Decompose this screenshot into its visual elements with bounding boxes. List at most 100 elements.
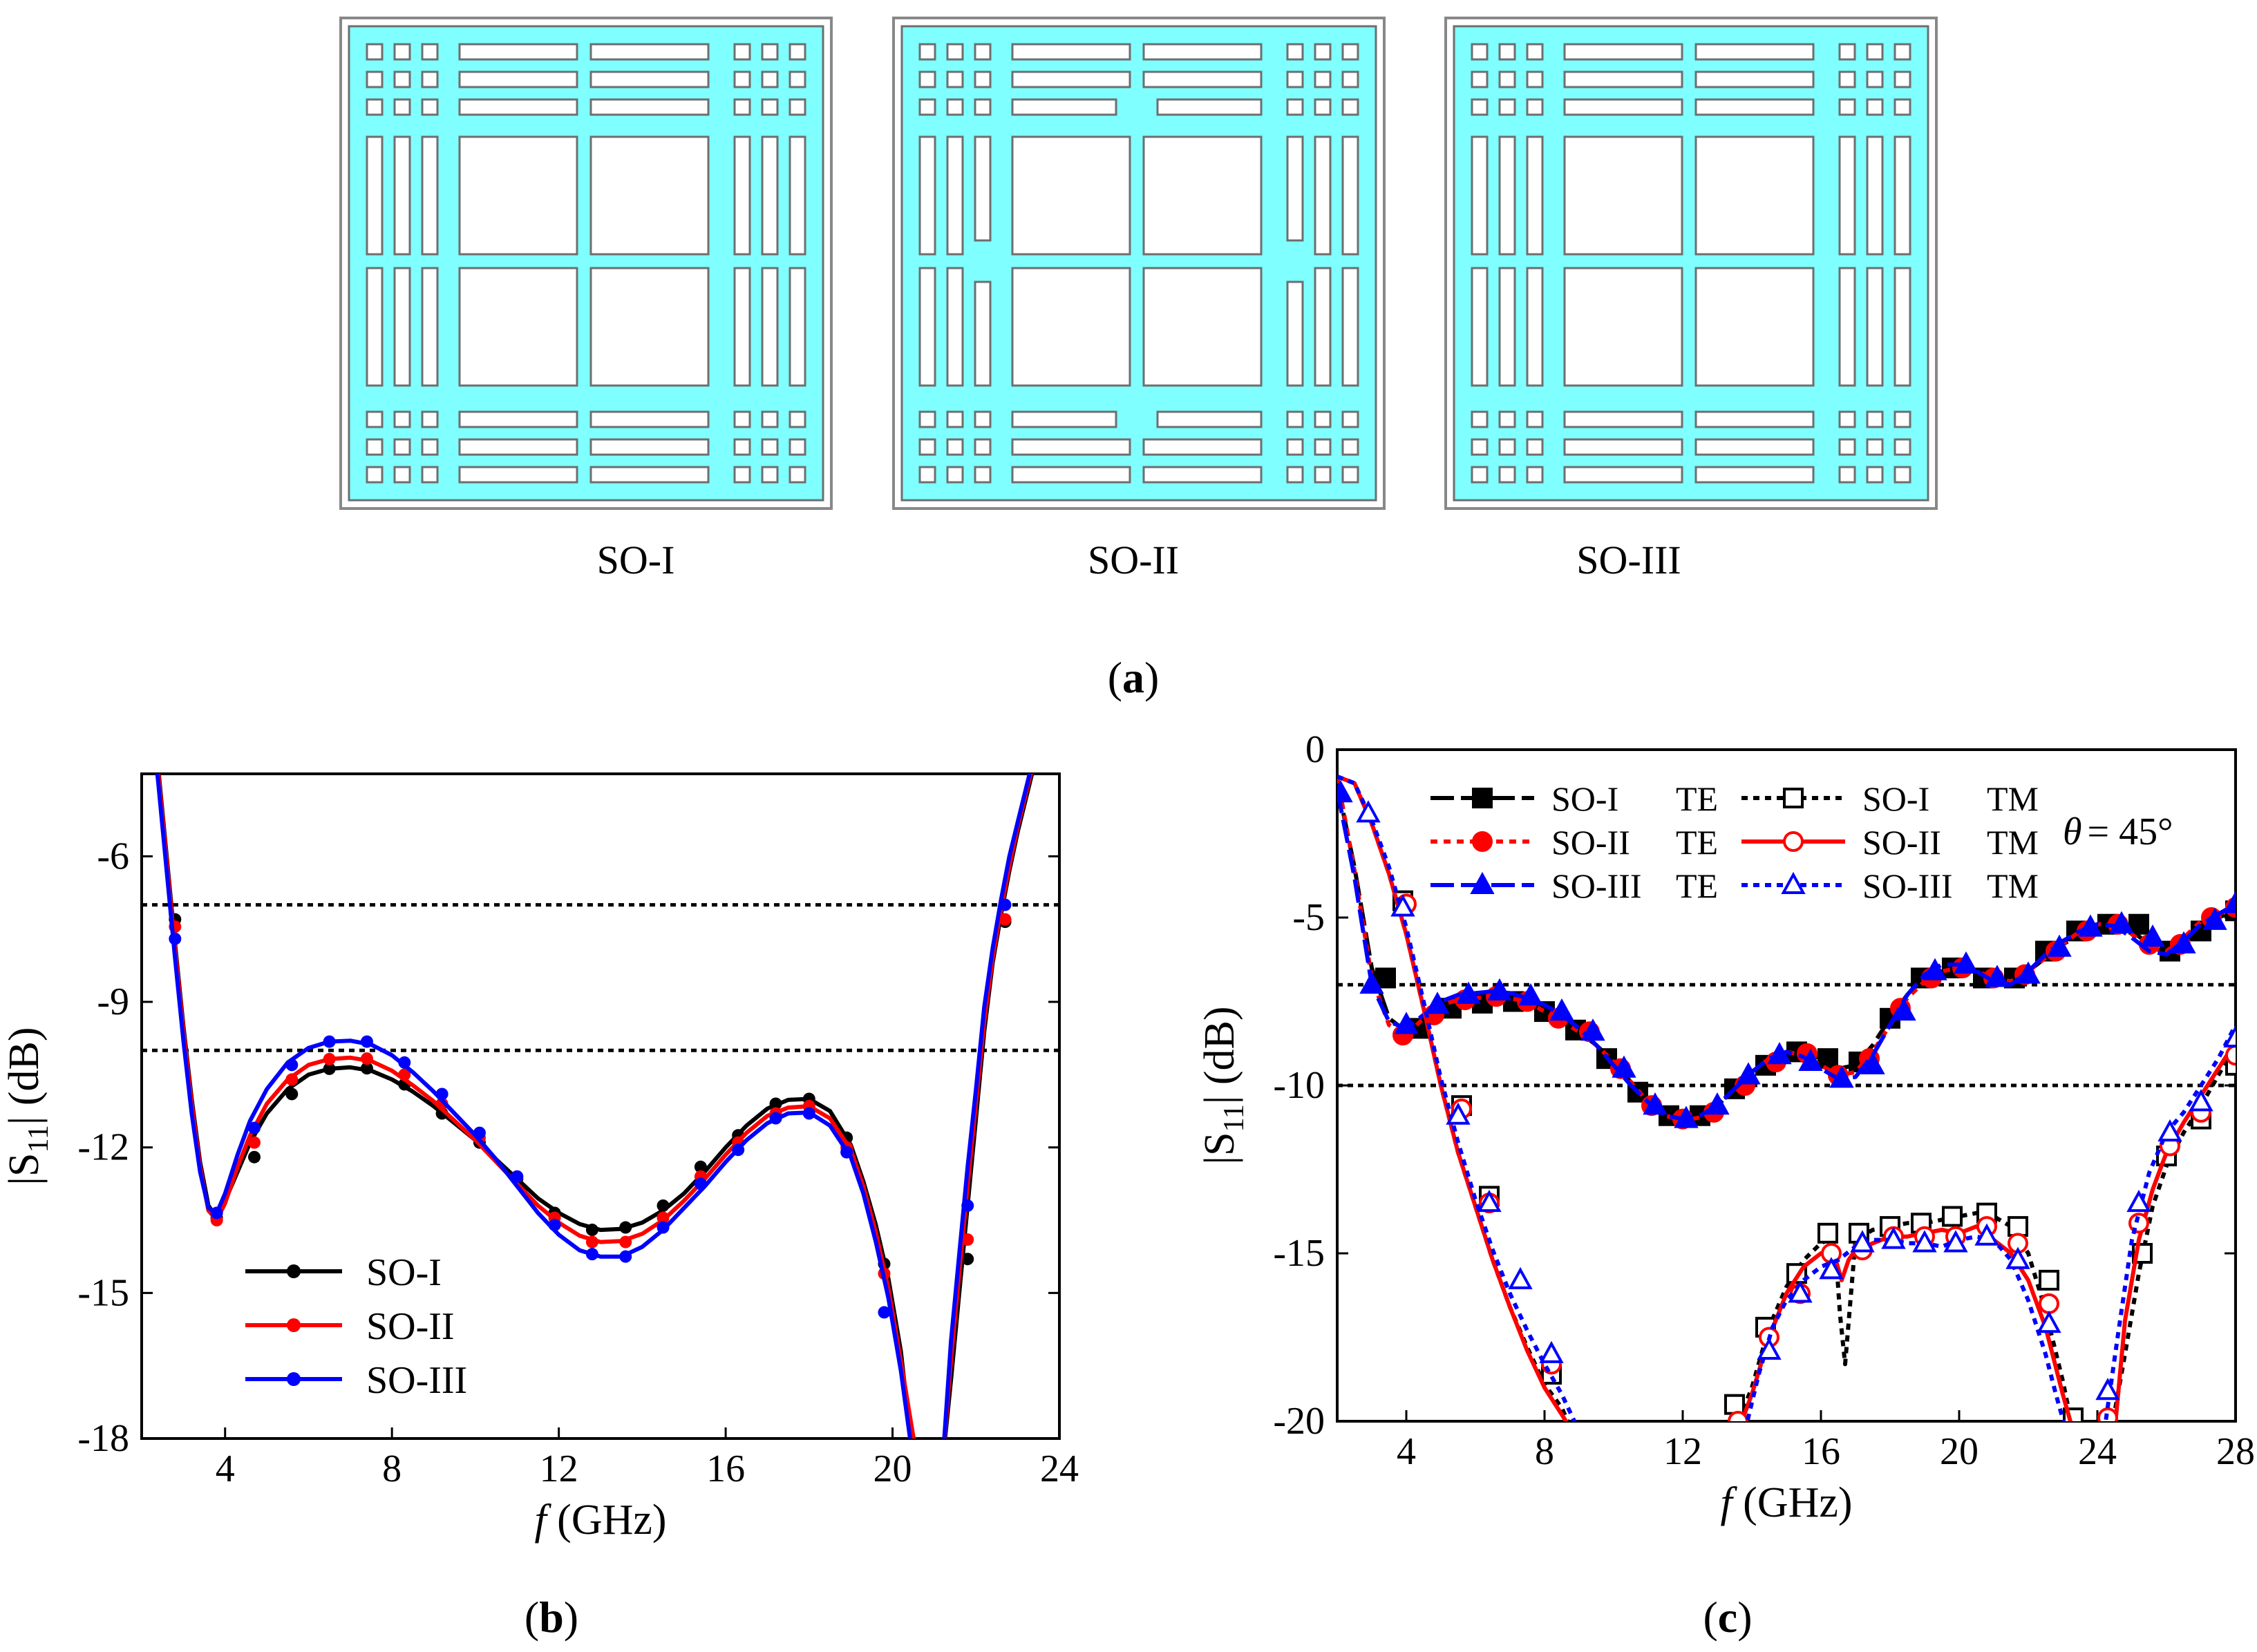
unit-cell-slot [1866,70,1884,88]
unit-cell-slot [589,267,710,387]
unit-cell-slot [788,135,806,256]
y-axis-label: |S11| (dB) [1,1027,55,1186]
unit-cell-slot [589,43,710,61]
panel-c-caption-close: ) [1737,1593,1752,1642]
unit-cell-slot [1341,410,1359,428]
unit-cell-slot [393,267,411,387]
unit-cell-slot [393,98,411,116]
data-point-so-iii-tm [1881,1226,1906,1249]
x-tick-label: 8 [382,1447,402,1490]
series-rise-so-iii [942,774,1032,1439]
legend-label-mode: TM [1987,823,2039,862]
unit-cell-slot [733,438,751,456]
unit-cell-slot [458,267,578,387]
unit-cell-slot [733,43,751,61]
data-point-so-iii [323,1035,336,1048]
data-point-so-ii [961,1233,974,1246]
unit-cell-slot [458,410,578,428]
data-point-so-iii-tm [1477,1189,1502,1213]
legend-label: SO-III TE [1551,866,1718,905]
unit-cell-slot [1286,438,1304,456]
y-tick-label: 0 [1305,728,1325,771]
unit-cell-slot [1866,410,1884,428]
unit-cell-slot [1563,43,1683,61]
unit-cell-slot [1314,43,1332,61]
x-tick-label: 4 [216,1447,235,1490]
x-tick-label: 12 [540,1447,578,1490]
unit-cell-slot [366,70,384,88]
data-point-so-iii-tm [2005,1246,2030,1269]
unit-cell-slot [918,98,936,116]
unit-cell-slot [1838,70,1856,88]
unit-cell-slot [393,438,411,456]
y-tick-label: -5 [1292,896,1325,939]
unit-cell-slot [1142,466,1263,484]
unit-cell-copper [1453,25,1929,502]
data-point-so-iii [210,1206,223,1219]
y-axis-label-sub: 11 [1218,1104,1250,1132]
data-point-so-iii-te [2078,914,2103,937]
unit-cell-slot [1563,466,1683,484]
legend-label: SO-I TE [1551,779,1718,818]
data-point-so-iii-tm [1446,1102,1471,1125]
data-point-so-iii-te [2171,931,2196,953]
unit-cell-slot [1341,43,1359,61]
unit-cell-slot [1142,70,1263,88]
unit-cell-slot [421,438,439,456]
unit-cell-slot [393,466,411,484]
data-point-so-i-tm [1942,1206,1963,1227]
unit-cell-slot [1694,98,1815,116]
unit-cell-slot [1498,70,1516,88]
legend-marker [1472,788,1493,808]
unit-cell-slot [1498,410,1516,428]
legend-b: SO-I SO-II SO-III [245,1251,467,1402]
unit-cell-slot [1563,135,1683,256]
y-tick-label: -15 [77,1271,129,1314]
y-tick-label: -20 [1273,1400,1325,1443]
legend-marker [1781,871,1806,895]
unit-cell-slot [1894,466,1911,484]
unit-cell-slot [918,438,936,456]
unit-cell-slot [788,98,806,116]
data-point-so-iii [694,1177,707,1190]
data-point-so-iii-te [1612,1055,1636,1078]
data-point-so-iii [548,1219,561,1232]
unit-cell-slot [1866,438,1884,456]
y-axis-label-base: |S [1,1153,48,1186]
unit-cell-slot [946,70,964,88]
data-point-so-ii [360,1052,373,1065]
unit-cell-slot [1526,267,1544,387]
unit-cell-slot [974,70,992,88]
unit-cell-slot [1314,98,1332,116]
data-point-so-iii-tm [2189,1089,2213,1112]
legend-label-mode: TM [1987,866,2039,905]
unit-cell-slot [1341,267,1359,387]
y-axis-label-tail: | (dB) [1,1027,48,1126]
x-axis-label-unit: (GHz) [547,1497,667,1544]
legend-label-mode: TE [1676,866,1718,905]
panel-c-caption-letter: c [1718,1593,1737,1642]
unit-cell-slot [974,98,992,116]
unit-cell-slot [1526,98,1544,116]
data-point-so-i [619,1221,632,1234]
panel-b-caption-open: ( [525,1593,539,1642]
unit-cell-slot [946,98,964,116]
x-tick-label: 12 [1663,1430,1702,1473]
data-point-so-iii-te [1337,780,1353,803]
data-point-so-iii-te [2047,934,2072,957]
x-axis-label: f (GHz) [1720,1479,1852,1526]
unit-cell-slot [788,410,806,428]
unit-cell-slot [946,438,964,456]
unit-cell-slot [1866,98,1884,116]
data-point-so-iii [732,1143,745,1157]
unit-cell-slot [1694,70,1815,88]
unit-cell-slot [733,267,751,387]
unit-cell-slot [1471,410,1489,428]
unit-cell-slot [1341,98,1359,116]
unit-cell-slot [393,410,411,428]
data-point-so-i-tm [1817,1222,1838,1244]
unit-cell-slot [366,410,384,428]
unit-cell-slot [1011,410,1117,428]
unit-cell-slot [589,410,710,428]
